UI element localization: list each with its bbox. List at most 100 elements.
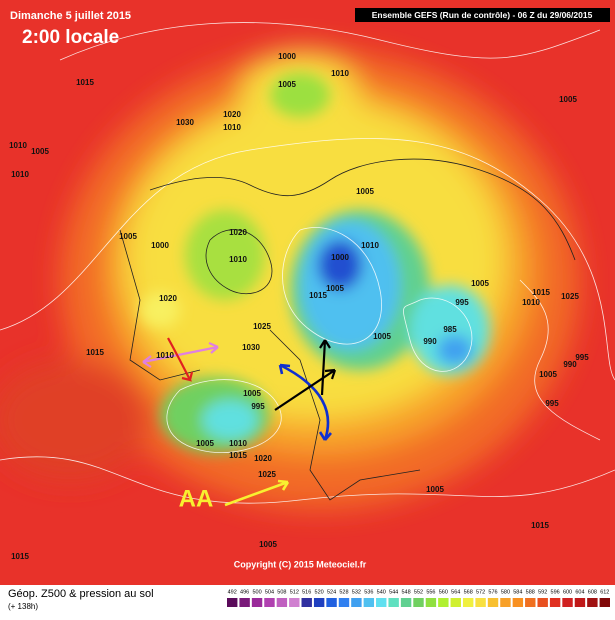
model-banner	[355, 8, 610, 22]
colorbar-label: 576	[488, 589, 497, 595]
isobars	[0, 22, 615, 504]
isobar-label: 1000	[151, 241, 169, 250]
legend-title: Géop. Z500 & pression au sol	[8, 588, 154, 600]
isobar-label: 1005	[559, 95, 577, 104]
colorbar-label: 500	[252, 589, 261, 595]
colorbar-label: 600	[563, 589, 572, 595]
time-label: 2:00 locale	[22, 27, 119, 48]
arrows	[142, 337, 337, 507]
isobar-label: 1010	[229, 439, 247, 448]
colorbar-swatch	[239, 598, 250, 607]
isobar-label: 1020	[159, 294, 177, 303]
isobar-label: 1005	[196, 439, 214, 448]
isobar-label: 995	[545, 399, 559, 408]
isobar-label: 1015	[229, 451, 247, 460]
colorbar-label: 604	[575, 589, 584, 595]
colorbar-swatch	[549, 598, 561, 607]
colorbar-label: 592	[538, 589, 547, 595]
colorbar-swatch	[388, 598, 399, 607]
isobar-label: 1015	[86, 348, 104, 357]
colorbar-label: 524	[327, 589, 336, 595]
colorbar-label: 496	[240, 589, 249, 595]
isobar-label: 1005	[259, 540, 277, 549]
isobar-label: 1010	[229, 255, 247, 264]
isobar-label: 1005	[356, 187, 374, 196]
isobar-label: 1025	[258, 470, 276, 479]
colorbar-label: 612	[600, 589, 609, 595]
colorbar-swatch	[301, 598, 312, 607]
isobar-label: 1010	[223, 123, 241, 132]
isobar-label: 1005	[471, 279, 489, 288]
colorbar-swatch	[289, 598, 300, 607]
colorbar-label: 544	[389, 589, 398, 595]
colorbar-swatch	[587, 598, 598, 607]
isobar-label: 1015	[531, 521, 549, 530]
colorbar-label: 540	[377, 589, 386, 595]
isobar-label: 995	[575, 353, 589, 362]
colorbar-label: 552	[414, 589, 423, 595]
colorbar-swatch	[276, 598, 288, 607]
isobar-label: 990	[563, 360, 577, 369]
colorbar-swatch	[462, 598, 474, 607]
isobar-label: 1015	[309, 291, 327, 300]
isobar-label: 1015	[76, 78, 94, 87]
colorbar-swatch	[413, 598, 424, 607]
isobar-label: 1020	[223, 110, 241, 119]
colorbar-label: 532	[352, 589, 361, 595]
colorbar-swatch	[438, 598, 449, 607]
colorbar-label: 504	[265, 589, 274, 595]
isobar-label: 1025	[561, 292, 579, 301]
copyright: Copyright (C) 2015 Meteociel.fr	[234, 559, 367, 569]
colorbar-label: 568	[464, 589, 473, 595]
colorbar-swatch	[500, 598, 511, 607]
colorbar-swatch	[400, 598, 412, 607]
isobar-label: 1000	[331, 253, 349, 262]
colorbar-label: 560	[439, 589, 448, 595]
colorbar-label: 588	[526, 589, 535, 595]
coastlines	[119, 158, 576, 501]
isobar-label: 1010	[361, 241, 379, 250]
isobar-label: 1020	[254, 454, 272, 463]
isobar-label: 1005	[326, 284, 344, 293]
map-field: 1015 1010 1005 1010 1030 1020 1010 1000 1010 1005…	[0, 0, 615, 585]
isobar-label: 990	[423, 337, 437, 346]
colorbar-swatch	[251, 598, 263, 607]
isobar-labels: 1015 1010 1005 1010 1030 1020 1010 1000 1010 1005…	[9, 52, 589, 561]
colorbar-label: 512	[290, 589, 299, 595]
isobar-label: 995	[455, 298, 469, 307]
isobar-label: 1010	[11, 170, 29, 179]
isobar-label: 1020	[229, 228, 247, 237]
colorbar-swatch	[450, 598, 461, 607]
colorbar-label: 556	[426, 589, 435, 595]
legend-subtitle: (+ 138h)	[8, 602, 38, 611]
colorbar-label: 584	[513, 589, 522, 595]
colorbar-label: 608	[588, 589, 597, 595]
isobar-label: 995	[251, 402, 265, 411]
colorbar-swatch	[599, 598, 610, 607]
isobar-label: 1015	[11, 552, 29, 561]
colorbar-swatch	[326, 598, 337, 607]
annotation: AA	[179, 485, 214, 512]
colorbar-swatch	[376, 598, 387, 607]
colorbar-label: 528	[339, 589, 348, 595]
colorbar-swatch	[363, 598, 375, 607]
isobar-label: 1025	[253, 322, 271, 331]
isobar-label: 985	[443, 325, 457, 334]
colorbar-swatch	[574, 598, 586, 607]
isobar-label: 1030	[242, 343, 260, 352]
isobar-label: 1005	[31, 147, 49, 156]
colorbar-label: 580	[501, 589, 510, 595]
isobar-label: 1010	[522, 298, 540, 307]
colorbar-label: 564	[451, 589, 460, 595]
isobar-label: 1000	[278, 52, 296, 61]
colorbar-swatch	[425, 598, 437, 607]
colorbar-swatch	[512, 598, 524, 607]
colorbar-swatch	[227, 598, 238, 607]
isobar-label: 1005	[278, 80, 296, 89]
colorbar-label: 508	[277, 589, 286, 595]
colorbar-label: 536	[364, 589, 373, 595]
colorbar-label: 520	[315, 589, 324, 595]
colorbar-swatch	[537, 598, 548, 607]
colorbar-label: 596	[551, 589, 560, 595]
